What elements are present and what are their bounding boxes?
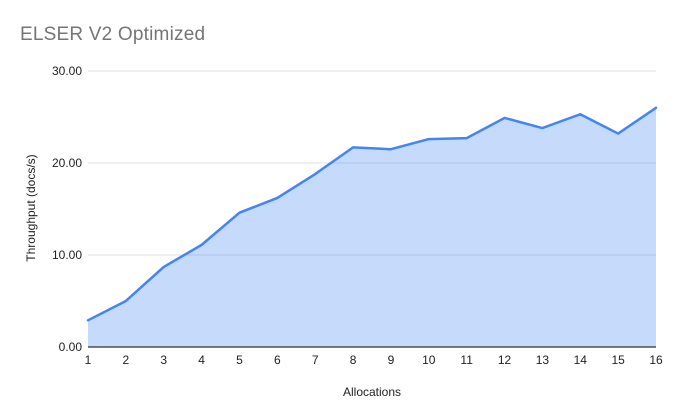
series-line [86, 106, 658, 322]
series-area [88, 107, 656, 347]
x-tick-label: 13 [536, 353, 550, 367]
x-tick-label: 12 [498, 353, 512, 367]
x-tick-label: 7 [312, 353, 319, 367]
x-tick-label: 8 [350, 353, 357, 367]
x-tick-label: 11 [460, 353, 473, 367]
x-tick-label: 16 [649, 353, 663, 367]
x-tick-label: 1 [85, 353, 92, 367]
x-tick-label: 4 [198, 353, 205, 367]
x-tick-label: 6 [274, 353, 281, 367]
chart-title: ELSER V2 Optimized [20, 24, 206, 45]
y-tick-label: 0.00 [59, 340, 83, 354]
x-tick-label: 14 [574, 353, 588, 367]
y-tick-label: 30.00 [52, 64, 82, 78]
y-tick-label: 20.00 [52, 156, 82, 170]
x-tick-label: 9 [388, 353, 395, 367]
x-tick-label: 15 [611, 353, 625, 367]
x-tick-label: 5 [236, 353, 243, 367]
x-tick-label: 3 [160, 353, 167, 367]
x-tick-label: 10 [422, 353, 436, 367]
x-axis-title: Allocations [342, 385, 402, 399]
x-tick-label: 2 [123, 353, 130, 367]
y-tick-label: 10.00 [52, 248, 82, 262]
